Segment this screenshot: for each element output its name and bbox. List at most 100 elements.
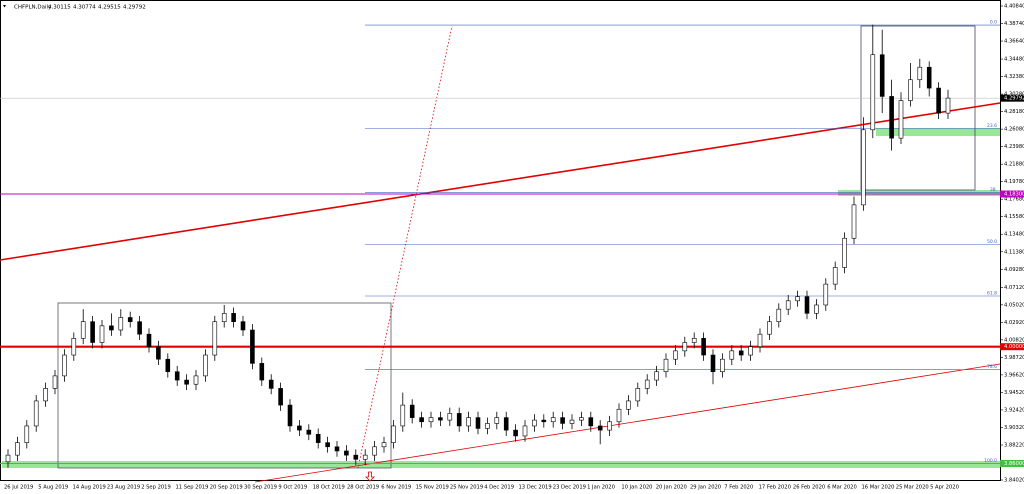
zone: [2, 461, 1000, 468]
zone: [838, 190, 1000, 196]
candle-body: [156, 346, 161, 360]
candle-body: [635, 388, 641, 402]
candle-body: [456, 413, 462, 427]
level-label: 3.86000: [1004, 461, 1024, 467]
candle-body: [503, 417, 509, 431]
y-tick-label: 3.90320: [1004, 425, 1024, 431]
candle-body: [137, 321, 142, 335]
candle-body: [889, 96, 894, 139]
x-tick-label: 1 Jan 2020: [587, 485, 615, 491]
level-label: 4.18300: [1004, 192, 1024, 198]
candle-body: [720, 358, 725, 373]
y-tick-label: 4.30280: [1004, 92, 1024, 98]
candle-body: [259, 363, 265, 381]
candle-body: [315, 433, 321, 443]
fib-label: 78.6: [987, 364, 997, 370]
candle-body: [522, 425, 528, 437]
candle-body: [409, 404, 415, 418]
candle-body: [400, 404, 406, 427]
fib-label: 23.6: [987, 123, 997, 129]
candle-body: [52, 375, 58, 389]
x-tick-label: 14 Aug 2019: [73, 485, 106, 491]
candle-body: [193, 375, 199, 385]
candle-body: [870, 54, 876, 131]
candle-body: [597, 425, 603, 431]
candle-body: [673, 350, 678, 360]
candle-body: [644, 379, 650, 389]
candle-body: [372, 446, 377, 456]
candle-body: [62, 354, 67, 377]
y-tick-label: 3.96620: [1004, 372, 1024, 378]
candle-body: [936, 87, 941, 114]
x-tick-label: 7 Feb 2020: [724, 485, 753, 491]
candle-body: [71, 338, 77, 356]
y-tick-label: 4.00820: [1004, 337, 1024, 343]
title-icon: [3, 5, 6, 8]
ohlc-value: 4.30115: [48, 5, 71, 11]
candle-body: [438, 417, 443, 421]
box: [57, 302, 392, 469]
y-tick-label: 3.88220: [1004, 442, 1024, 448]
ohlc-value: 4.30774: [73, 5, 96, 11]
candle-body: [428, 417, 434, 423]
ohlc-value: 4.29515: [98, 5, 121, 11]
candle-body: [513, 429, 518, 437]
level-tag: [1000, 190, 1024, 198]
x-tick-label: 10 Jan 2020: [621, 485, 652, 491]
x-tick-label: 29 Jan 2020: [690, 485, 721, 491]
candle-body: [475, 417, 481, 429]
candle-body: [99, 325, 105, 343]
candle-body: [325, 442, 330, 448]
candle-body: [908, 79, 913, 101]
x-tick-label: 5 Apr 2020: [930, 485, 959, 491]
chart-title: CHFPLN,Daily: [14, 5, 52, 11]
candle-body: [785, 300, 791, 310]
candle-body: [90, 321, 95, 343]
candle-body: [306, 429, 312, 435]
candle-body: [926, 66, 932, 89]
candle-body: [776, 308, 782, 322]
candle-body: [485, 423, 490, 429]
candle-body: [250, 329, 255, 364]
x-tick-label: 20 Jan 2020: [656, 485, 687, 491]
ohlc-value: 4.29792: [123, 5, 146, 11]
y-tick-label: 4.38740: [1004, 21, 1024, 27]
candle-body: [80, 321, 86, 339]
x-tick-label: 17 Feb 2020: [759, 485, 791, 491]
candle-body: [362, 454, 368, 460]
candle-body: [5, 454, 11, 463]
candle-body: [381, 442, 387, 448]
candle-body: [127, 317, 133, 322]
candle-body: [879, 54, 885, 97]
candle-body: [861, 129, 866, 206]
candle-body: [804, 296, 810, 314]
candle-body: [588, 417, 594, 427]
y-tick-label: 3.92420: [1004, 407, 1024, 413]
last-price-label: 4.29792: [1004, 96, 1024, 102]
x-tick-label: 5 Aug 2019: [38, 485, 68, 491]
candle-body: [33, 400, 39, 427]
x-tick-label: 26 Feb 2020: [793, 485, 825, 491]
candle-body: [184, 379, 189, 385]
candle-body: [550, 417, 556, 423]
trend-line: [254, 363, 1001, 483]
y-tick-label: 4.11380: [1004, 249, 1024, 255]
candle-body: [823, 283, 829, 306]
box: [860, 25, 976, 191]
candle-body: [654, 371, 659, 381]
x-tick-label: 25 Mar 2020: [896, 485, 929, 491]
candle-body: [560, 417, 565, 424]
candle-body: [757, 333, 763, 347]
y-tick-label: 4.36640: [1004, 39, 1024, 45]
candle-body: [814, 304, 819, 314]
x-tick-label: 26 Jul 2019: [4, 485, 33, 491]
y-tick-label: 4.34480: [1004, 57, 1024, 63]
plot-frame: [0, 0, 1001, 481]
y-tick-label: 3.84020: [1004, 478, 1024, 484]
x-tick-label: 20 Sep 2019: [210, 485, 243, 491]
candle-body: [832, 267, 838, 285]
x-tick-label: 25 Nov 2019: [450, 485, 483, 491]
y-tick-label: 3.94520: [1004, 390, 1024, 396]
x-tick-label: 23 Dec 2019: [553, 485, 586, 491]
